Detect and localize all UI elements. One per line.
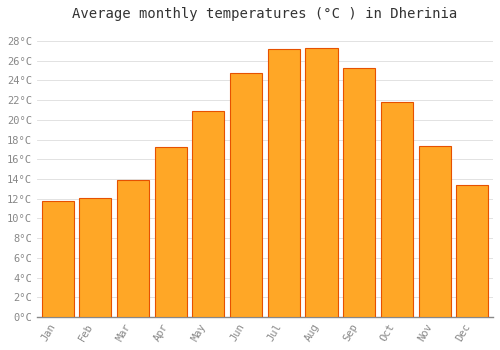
Bar bbox=[42, 201, 74, 317]
Bar bbox=[268, 49, 300, 317]
Bar bbox=[117, 180, 149, 317]
Bar bbox=[343, 68, 375, 317]
Bar bbox=[418, 147, 450, 317]
Bar bbox=[230, 72, 262, 317]
Bar bbox=[306, 48, 338, 317]
Bar bbox=[79, 198, 112, 317]
Bar bbox=[456, 185, 488, 317]
Bar bbox=[154, 147, 186, 317]
Title: Average monthly temperatures (°C ) in Dherinia: Average monthly temperatures (°C ) in Dh… bbox=[72, 7, 458, 21]
Bar bbox=[381, 102, 413, 317]
Bar bbox=[192, 111, 224, 317]
